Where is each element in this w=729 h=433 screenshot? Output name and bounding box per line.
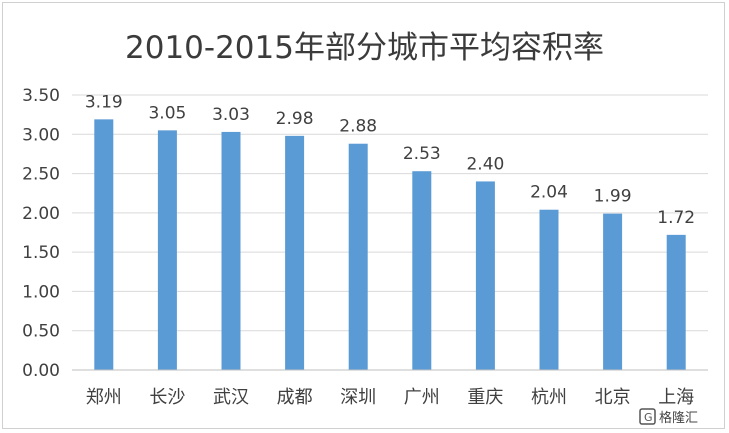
y-tick-label: 0.00 bbox=[22, 361, 60, 381]
bar bbox=[94, 119, 114, 370]
x-tick-label: 成都 bbox=[277, 387, 313, 408]
y-tick-label: 3.50 bbox=[22, 86, 60, 106]
y-tick-label: 2.50 bbox=[22, 165, 60, 185]
bar bbox=[539, 209, 559, 370]
data-label: 2.04 bbox=[530, 183, 568, 203]
x-tick-label: 上海 bbox=[658, 387, 694, 408]
x-tick-label: 郑州 bbox=[86, 387, 122, 408]
y-tick-label: 2.00 bbox=[22, 204, 60, 224]
data-labels: 3.19 3.05 3.03 2.98 2.88 2.53 2.40 2.04 1.99 1.72 bbox=[85, 92, 695, 228]
bar bbox=[603, 213, 623, 370]
bars bbox=[94, 119, 686, 370]
grid-lines bbox=[72, 94, 708, 332]
data-label: 1.72 bbox=[657, 208, 695, 228]
y-tick-label: 1.00 bbox=[22, 282, 60, 302]
bar bbox=[412, 171, 432, 370]
watermark: G 格隆汇 bbox=[639, 408, 698, 426]
gelonghui-logo-icon bbox=[639, 408, 656, 425]
x-axis-categories: 郑州 长沙 武汉 成都 深圳 广州 重庆 杭州 北京 上海 bbox=[86, 387, 694, 408]
data-label: 2.88 bbox=[339, 117, 377, 137]
bar bbox=[221, 131, 241, 370]
x-tick-label: 深圳 bbox=[340, 387, 376, 408]
chart-title: 2010-2015年部分城市平均容积率 bbox=[125, 30, 604, 66]
x-tick-label: 重庆 bbox=[467, 387, 503, 408]
data-label: 3.03 bbox=[212, 105, 250, 125]
y-tick-label: 1.50 bbox=[22, 243, 60, 263]
data-label: 2.98 bbox=[276, 109, 314, 129]
y-axis-ticks: 0.00 0.50 1.00 1.50 2.00 2.50 3.00 3.50 bbox=[22, 86, 60, 381]
data-label: 2.53 bbox=[403, 144, 441, 164]
data-label: 1.99 bbox=[594, 187, 632, 207]
x-tick-label: 武汉 bbox=[213, 387, 249, 408]
gelonghui-logo-glyph: G bbox=[644, 411, 653, 424]
x-tick-label: 广州 bbox=[404, 387, 440, 408]
y-tick-label: 3.00 bbox=[22, 125, 60, 145]
data-label: 3.19 bbox=[85, 92, 123, 112]
bar bbox=[475, 181, 495, 370]
x-tick-label: 北京 bbox=[595, 387, 631, 408]
x-tick-label: 长沙 bbox=[149, 387, 185, 408]
x-tick-label: 杭州 bbox=[531, 387, 567, 408]
bar bbox=[348, 143, 368, 370]
bar bbox=[666, 234, 686, 370]
data-label: 3.05 bbox=[148, 103, 186, 123]
data-label: 2.40 bbox=[466, 154, 504, 174]
watermark-text: 格隆汇 bbox=[659, 410, 698, 426]
y-tick-label: 0.50 bbox=[22, 322, 60, 342]
bar bbox=[157, 130, 177, 370]
bar bbox=[285, 135, 305, 370]
